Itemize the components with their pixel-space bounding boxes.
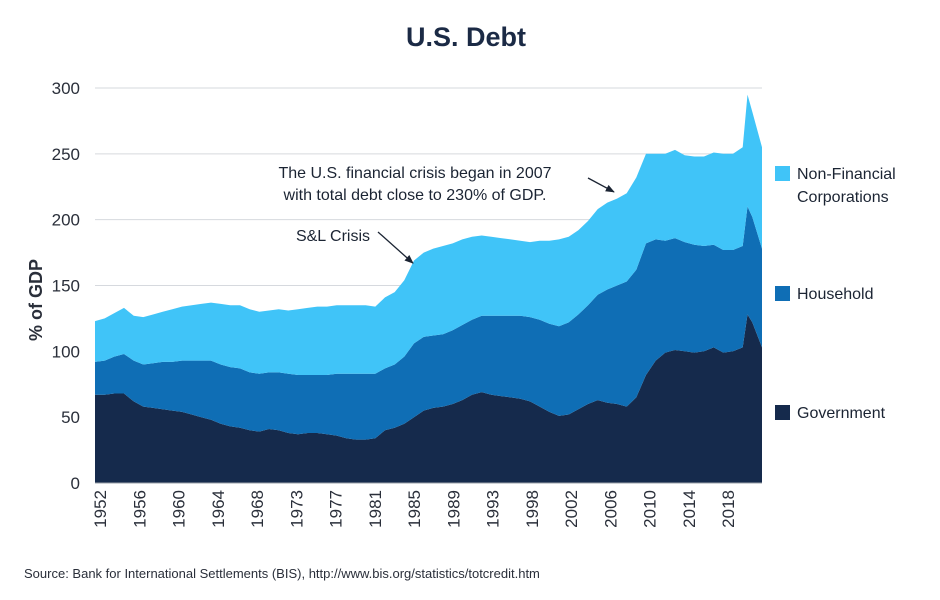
x-tick-label: 1968 (248, 490, 267, 528)
annotation-arrow (587, 177, 615, 193)
x-tick-label: 1956 (130, 490, 149, 528)
source-note: Source: Bank for International Settlemen… (24, 566, 540, 581)
y-axis: 0 50 100 150 200 250 300 (52, 79, 80, 493)
x-tick-label: 1973 (287, 490, 306, 528)
legend-swatch (775, 286, 790, 301)
annotations: The U.S. financial crisis began in 2007 w… (278, 165, 615, 264)
annotation-financial-crisis-line: with total debt close to 230% of GDP. (283, 187, 547, 204)
x-tick-label: 1993 (484, 490, 503, 528)
area-non-financial-corporations (95, 94, 762, 375)
y-tick-label: 250 (52, 145, 80, 164)
area-series (95, 94, 762, 483)
x-tick-label: 1952 (91, 490, 110, 528)
annotation-financial-crisis-line: The U.S. financial crisis began in 2007 (278, 165, 551, 182)
y-tick-label: 200 (52, 211, 80, 230)
annotation-sl-crisis: S&L Crisis (296, 228, 370, 245)
area-government (95, 314, 762, 483)
y-tick-label: 300 (52, 79, 80, 98)
x-tick-label: 2002 (562, 490, 581, 528)
legend-label: Non-Financial (797, 166, 896, 183)
legend-swatch (775, 405, 790, 420)
y-tick-label: 50 (61, 408, 80, 427)
x-tick-label: 2010 (641, 490, 660, 528)
y-axis-label: % of GDP (26, 259, 46, 341)
x-tick-label: 1985 (405, 490, 424, 528)
legend-label: Household (797, 286, 874, 303)
y-tick-label: 150 (52, 277, 80, 296)
x-axis: 1952 1956 1960 1964 1968 1973 1977 1981 1985 1989… (91, 482, 762, 528)
x-tick-label: 1977 (327, 490, 346, 528)
x-tick-label: 1989 (444, 490, 463, 528)
annotation-arrow (377, 231, 414, 264)
x-tick-label: 1964 (209, 490, 228, 528)
x-tick-label: 2018 (719, 490, 738, 528)
legend: Non-Financial Corporations Household Govern… (775, 166, 896, 422)
x-tick-label: 2006 (601, 490, 620, 528)
y-tick-label: 100 (52, 342, 80, 361)
x-tick-label: 1960 (170, 490, 189, 528)
chart-title: U.S. Debt (406, 22, 526, 52)
area-household (95, 206, 762, 440)
legend-label: Government (797, 405, 886, 422)
x-tick-label: 1981 (366, 490, 385, 528)
legend-swatch (775, 166, 790, 181)
legend-label: Corporations (797, 189, 889, 206)
y-tick-label: 0 (71, 474, 80, 493)
x-tick-label: 1998 (523, 490, 542, 528)
x-tick-label: 2014 (680, 490, 699, 528)
